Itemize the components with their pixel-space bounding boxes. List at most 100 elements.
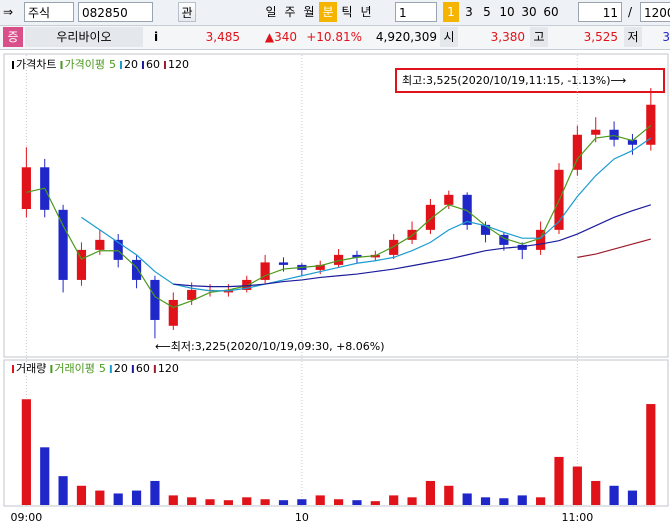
candle-body	[95, 239, 105, 250]
info-button[interactable]: i	[153, 30, 159, 44]
candle-body	[76, 249, 87, 280]
ma-line	[26, 125, 652, 309]
volume-bar	[536, 497, 546, 505]
volume-bar	[95, 490, 105, 505]
chart: 최고:3,525(2020/10/19,11:15, -1.13%)⟶ ⟵최저:…	[3, 53, 669, 524]
legend-label: 가격차트	[16, 58, 56, 71]
legend-swatch	[131, 365, 134, 373]
minute-button[interactable]: 1	[443, 2, 459, 22]
page-input[interactable]: 11	[578, 2, 622, 22]
legend-label: 60	[146, 58, 160, 71]
candle-body	[572, 134, 582, 170]
change: ▲340	[264, 30, 297, 44]
rate: +10.81%	[306, 30, 362, 44]
fav-button[interactable]: 관	[178, 2, 196, 22]
legend-swatch	[163, 61, 166, 69]
market-select[interactable]: 주식	[24, 2, 74, 22]
legend-label: 5	[99, 362, 106, 375]
x-tick-label: 11:00	[562, 511, 594, 524]
minute-button[interactable]: 3	[465, 5, 473, 19]
code-input[interactable]: 082850	[78, 2, 153, 22]
volume-bar	[168, 495, 178, 505]
volume-bar	[260, 499, 270, 505]
legend-swatch	[12, 365, 14, 373]
slash: /	[628, 5, 633, 19]
candle-body	[150, 279, 160, 320]
candle-body	[389, 239, 399, 255]
period-button[interactable]: 일	[265, 5, 277, 19]
volume-bar	[278, 500, 289, 505]
minute-button[interactable]: 30	[521, 5, 537, 19]
volume-bar	[609, 485, 619, 505]
volume-bar	[113, 493, 123, 505]
candle-body	[480, 224, 491, 235]
volume-bar	[370, 501, 380, 505]
volume-bar	[407, 497, 417, 505]
quote-bar: 증 우리바이오 i 3,485 ▲340 +10.81% 4,920,309 시…	[0, 26, 670, 50]
candle-body	[187, 289, 197, 300]
low-annotation: ⟵최저:3,225(2020/10/19,09:30, +8.06%)	[155, 340, 385, 353]
stock-name: 우리바이오	[25, 27, 143, 47]
volume-bar	[444, 485, 454, 505]
low: 3	[662, 30, 670, 44]
candle-body	[168, 299, 178, 326]
candle-body	[407, 229, 417, 240]
volume-bar	[499, 498, 509, 505]
volume-bar	[315, 495, 325, 505]
legend-swatch	[12, 61, 14, 69]
volume-bar	[242, 497, 252, 505]
volume-bar	[389, 495, 399, 505]
total: 1200	[640, 2, 670, 22]
candle-body	[260, 262, 270, 280]
period-button[interactable]: 틱	[341, 5, 353, 19]
menu-icon[interactable]: ⇒	[3, 5, 14, 19]
legend-swatch	[141, 61, 144, 69]
minute-button[interactable]: 10	[499, 5, 515, 19]
candle-body	[609, 129, 619, 140]
legend-label: 5	[109, 58, 116, 71]
period-button[interactable]: 월	[303, 5, 315, 19]
legend-label: 20	[124, 58, 138, 71]
candle-body	[21, 167, 31, 210]
candle-body	[352, 254, 362, 258]
ma-line	[577, 238, 651, 258]
unit-select[interactable]: 1	[395, 2, 437, 22]
period-button[interactable]: 년	[360, 5, 372, 19]
low-label: 저	[624, 27, 642, 47]
minute-button[interactable]: 5	[483, 5, 491, 19]
volume-bar	[572, 466, 582, 505]
volume-bar	[131, 490, 142, 505]
volume-panel	[3, 359, 669, 507]
volume-bar	[223, 500, 233, 505]
minute-button[interactable]: 60	[543, 5, 559, 19]
legend-label: 120	[158, 362, 179, 375]
volume-bar	[425, 480, 436, 505]
period-button[interactable]: 분	[319, 2, 337, 22]
candle-body	[591, 129, 601, 135]
legend-label: 20	[114, 362, 128, 375]
candle-body	[278, 262, 289, 265]
ma-line	[173, 204, 651, 288]
volume-bar	[646, 404, 656, 505]
volume-bar	[554, 456, 564, 505]
candle-body	[499, 234, 509, 245]
high: 3,525	[583, 30, 618, 44]
badge: 증	[3, 27, 23, 47]
legend-label: 가격이평	[64, 58, 104, 71]
volume-bar	[40, 447, 50, 505]
legend-swatch	[109, 365, 112, 373]
high-label: 고	[530, 27, 548, 47]
period-button[interactable]: 주	[284, 5, 296, 19]
candle-body	[334, 254, 344, 265]
legend-swatch	[50, 365, 53, 373]
legend-label: 거래량	[16, 362, 46, 375]
candle-body	[536, 229, 546, 250]
candle-body	[58, 209, 68, 280]
legend-label: 거래이평	[54, 362, 94, 375]
legend-label: 120	[168, 58, 189, 71]
volume-bar	[21, 399, 31, 505]
x-tick-label: 10	[295, 511, 309, 524]
volume-bar	[187, 497, 197, 505]
legend-swatch	[153, 365, 156, 373]
